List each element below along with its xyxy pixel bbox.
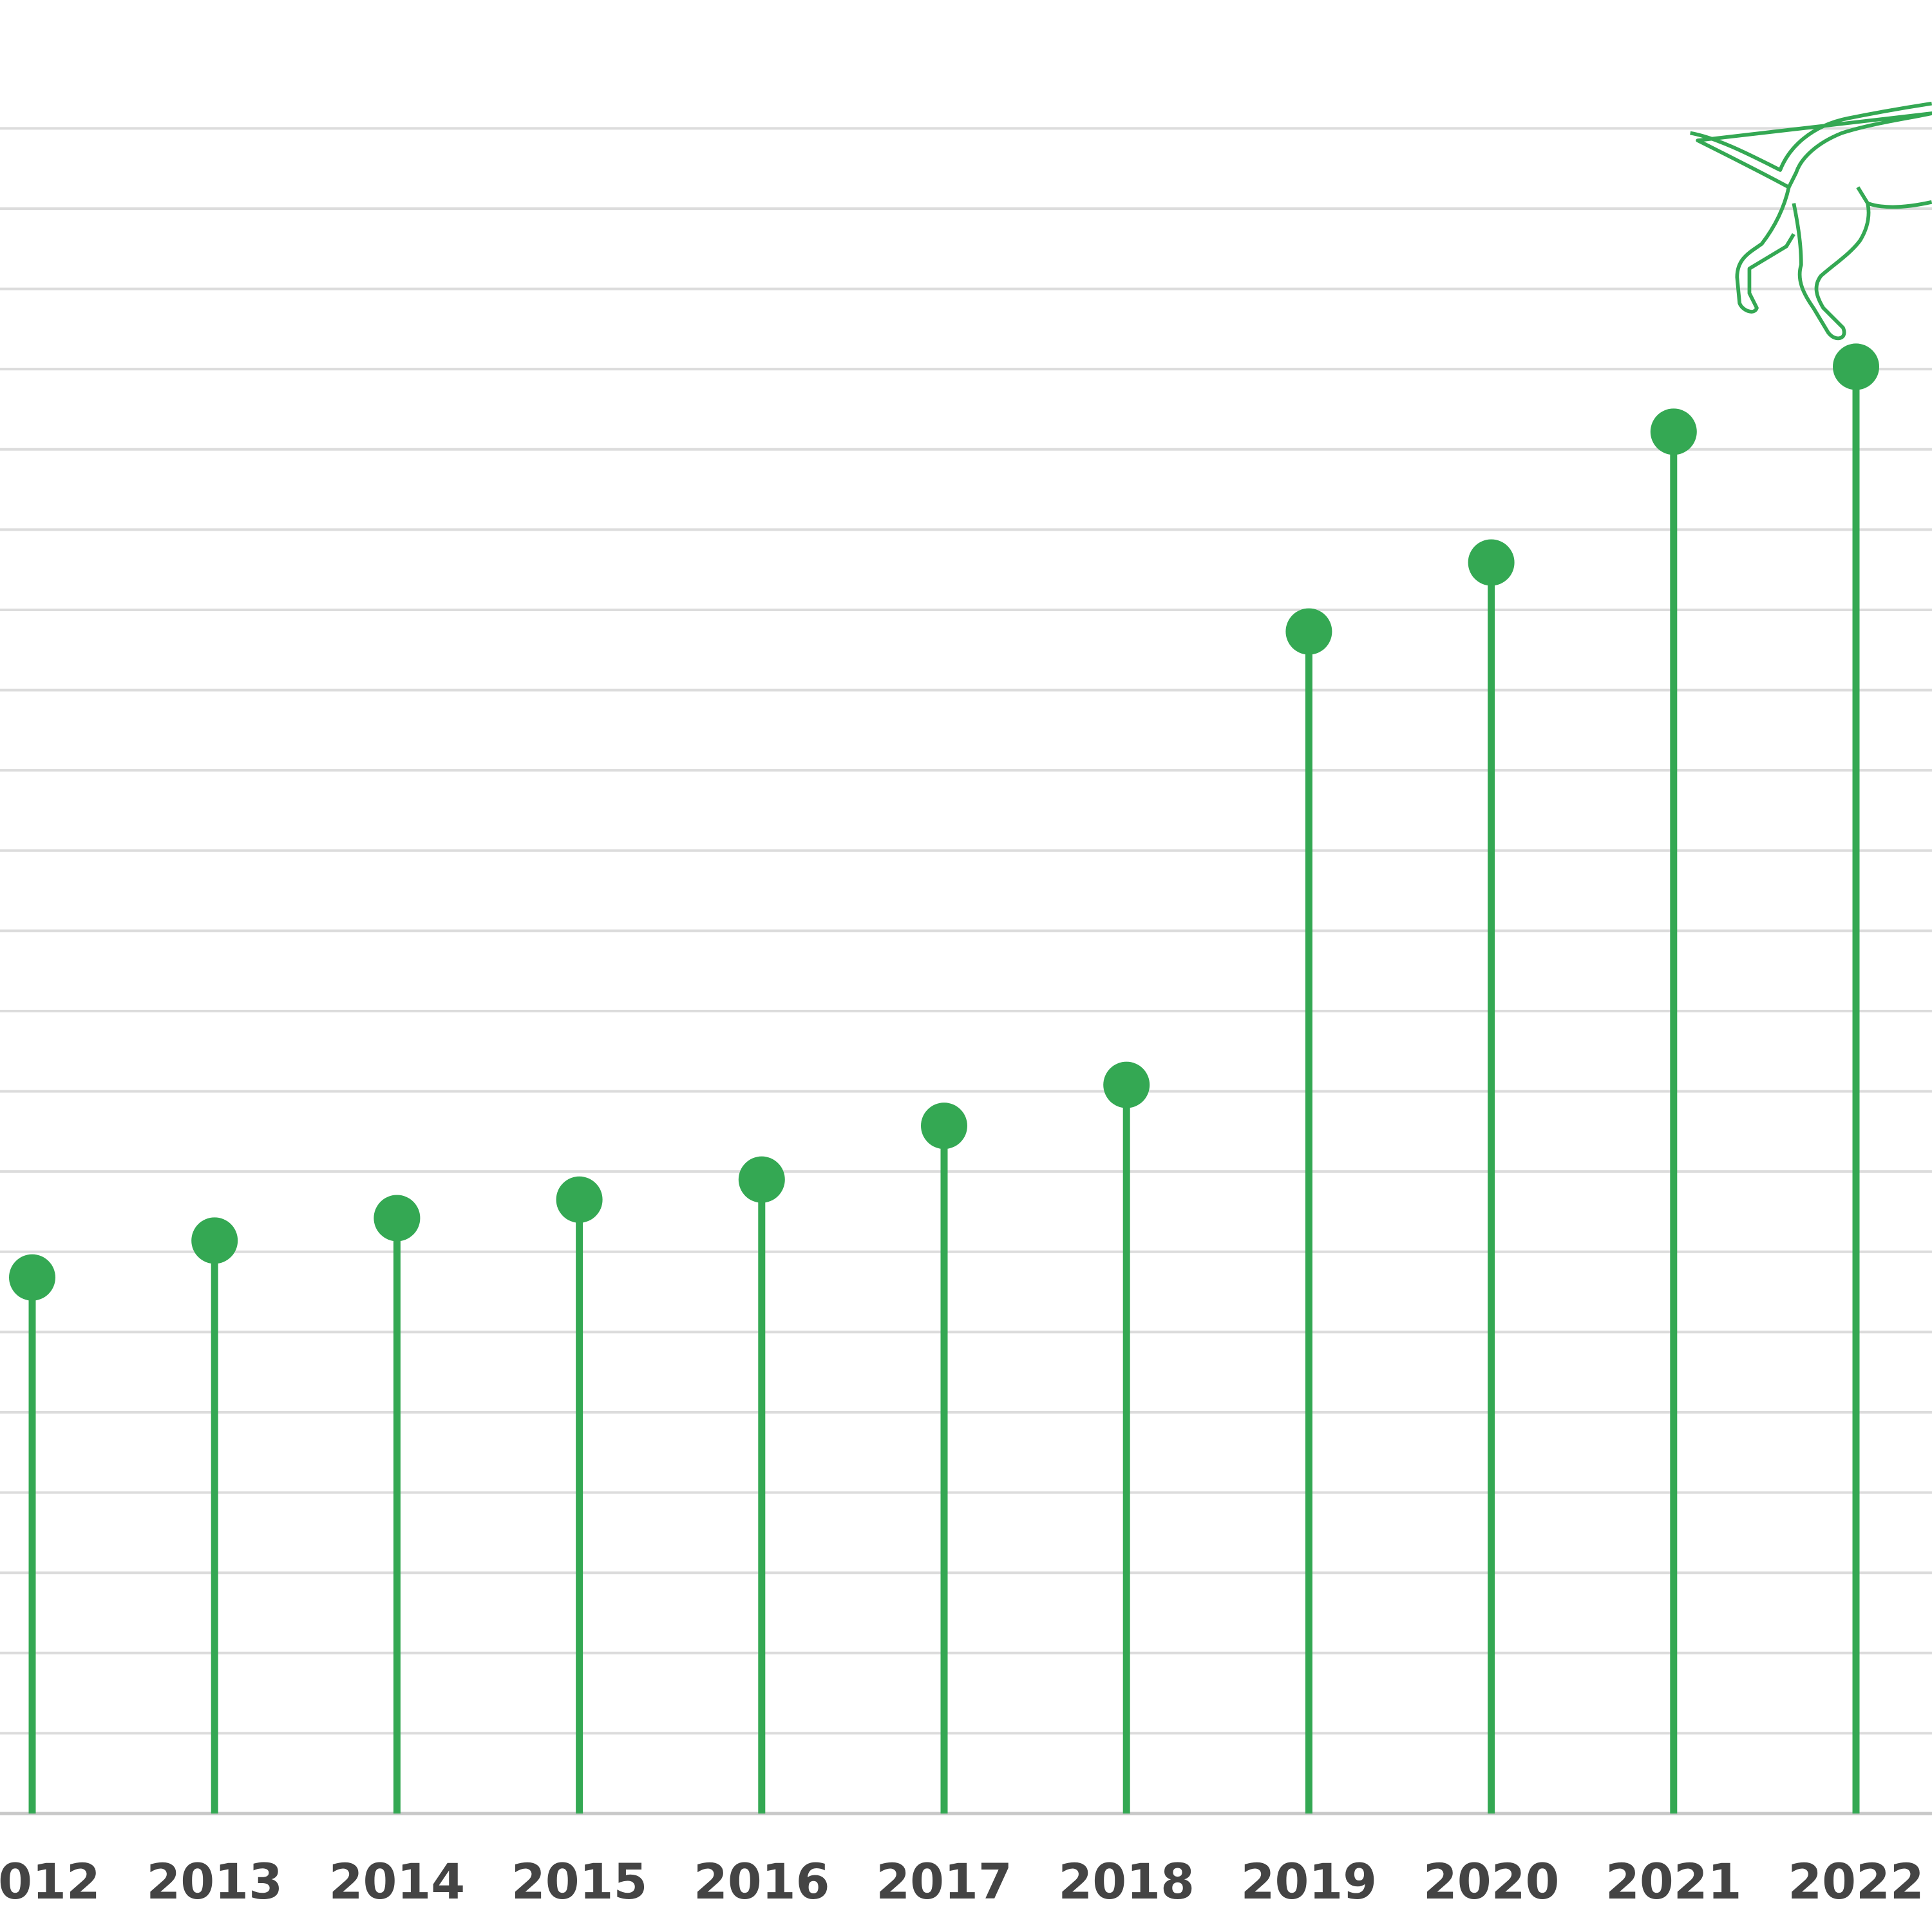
lollipop-dot: [556, 1176, 603, 1223]
grid: [0, 127, 1932, 1815]
x-tick-label: 2014: [329, 1853, 466, 1910]
x-tick-label: 2017: [876, 1853, 1012, 1910]
lollipop-dot: [1833, 343, 1879, 390]
lollipop-dot: [191, 1217, 238, 1264]
x-tick-label: 2012: [0, 1853, 100, 1910]
x-tick-label: 2021: [1605, 1853, 1742, 1910]
x-tick-label: 2015: [511, 1853, 648, 1910]
lollipops: [9, 343, 1879, 1814]
dog-illustration: [1690, 101, 1932, 341]
x-tick-label: 2018: [1058, 1853, 1195, 1910]
x-tick-label: 2016: [694, 1853, 830, 1910]
lollipop-dot: [1285, 608, 1332, 655]
lollipop-dot: [374, 1195, 421, 1242]
lollipop-dot: [1650, 408, 1697, 455]
x-tick-label: 2020: [1423, 1853, 1560, 1910]
x-tick-label: 2022: [1788, 1853, 1924, 1910]
lollipop-dot: [1103, 1061, 1150, 1108]
x-tick-label: 2013: [146, 1853, 283, 1910]
x-tick-label: 2019: [1241, 1853, 1378, 1910]
lollipop-dot: [921, 1103, 967, 1150]
lollipop-dot: [738, 1156, 785, 1203]
lollipop-dot: [9, 1254, 55, 1301]
lollipop-dot: [1468, 539, 1515, 586]
